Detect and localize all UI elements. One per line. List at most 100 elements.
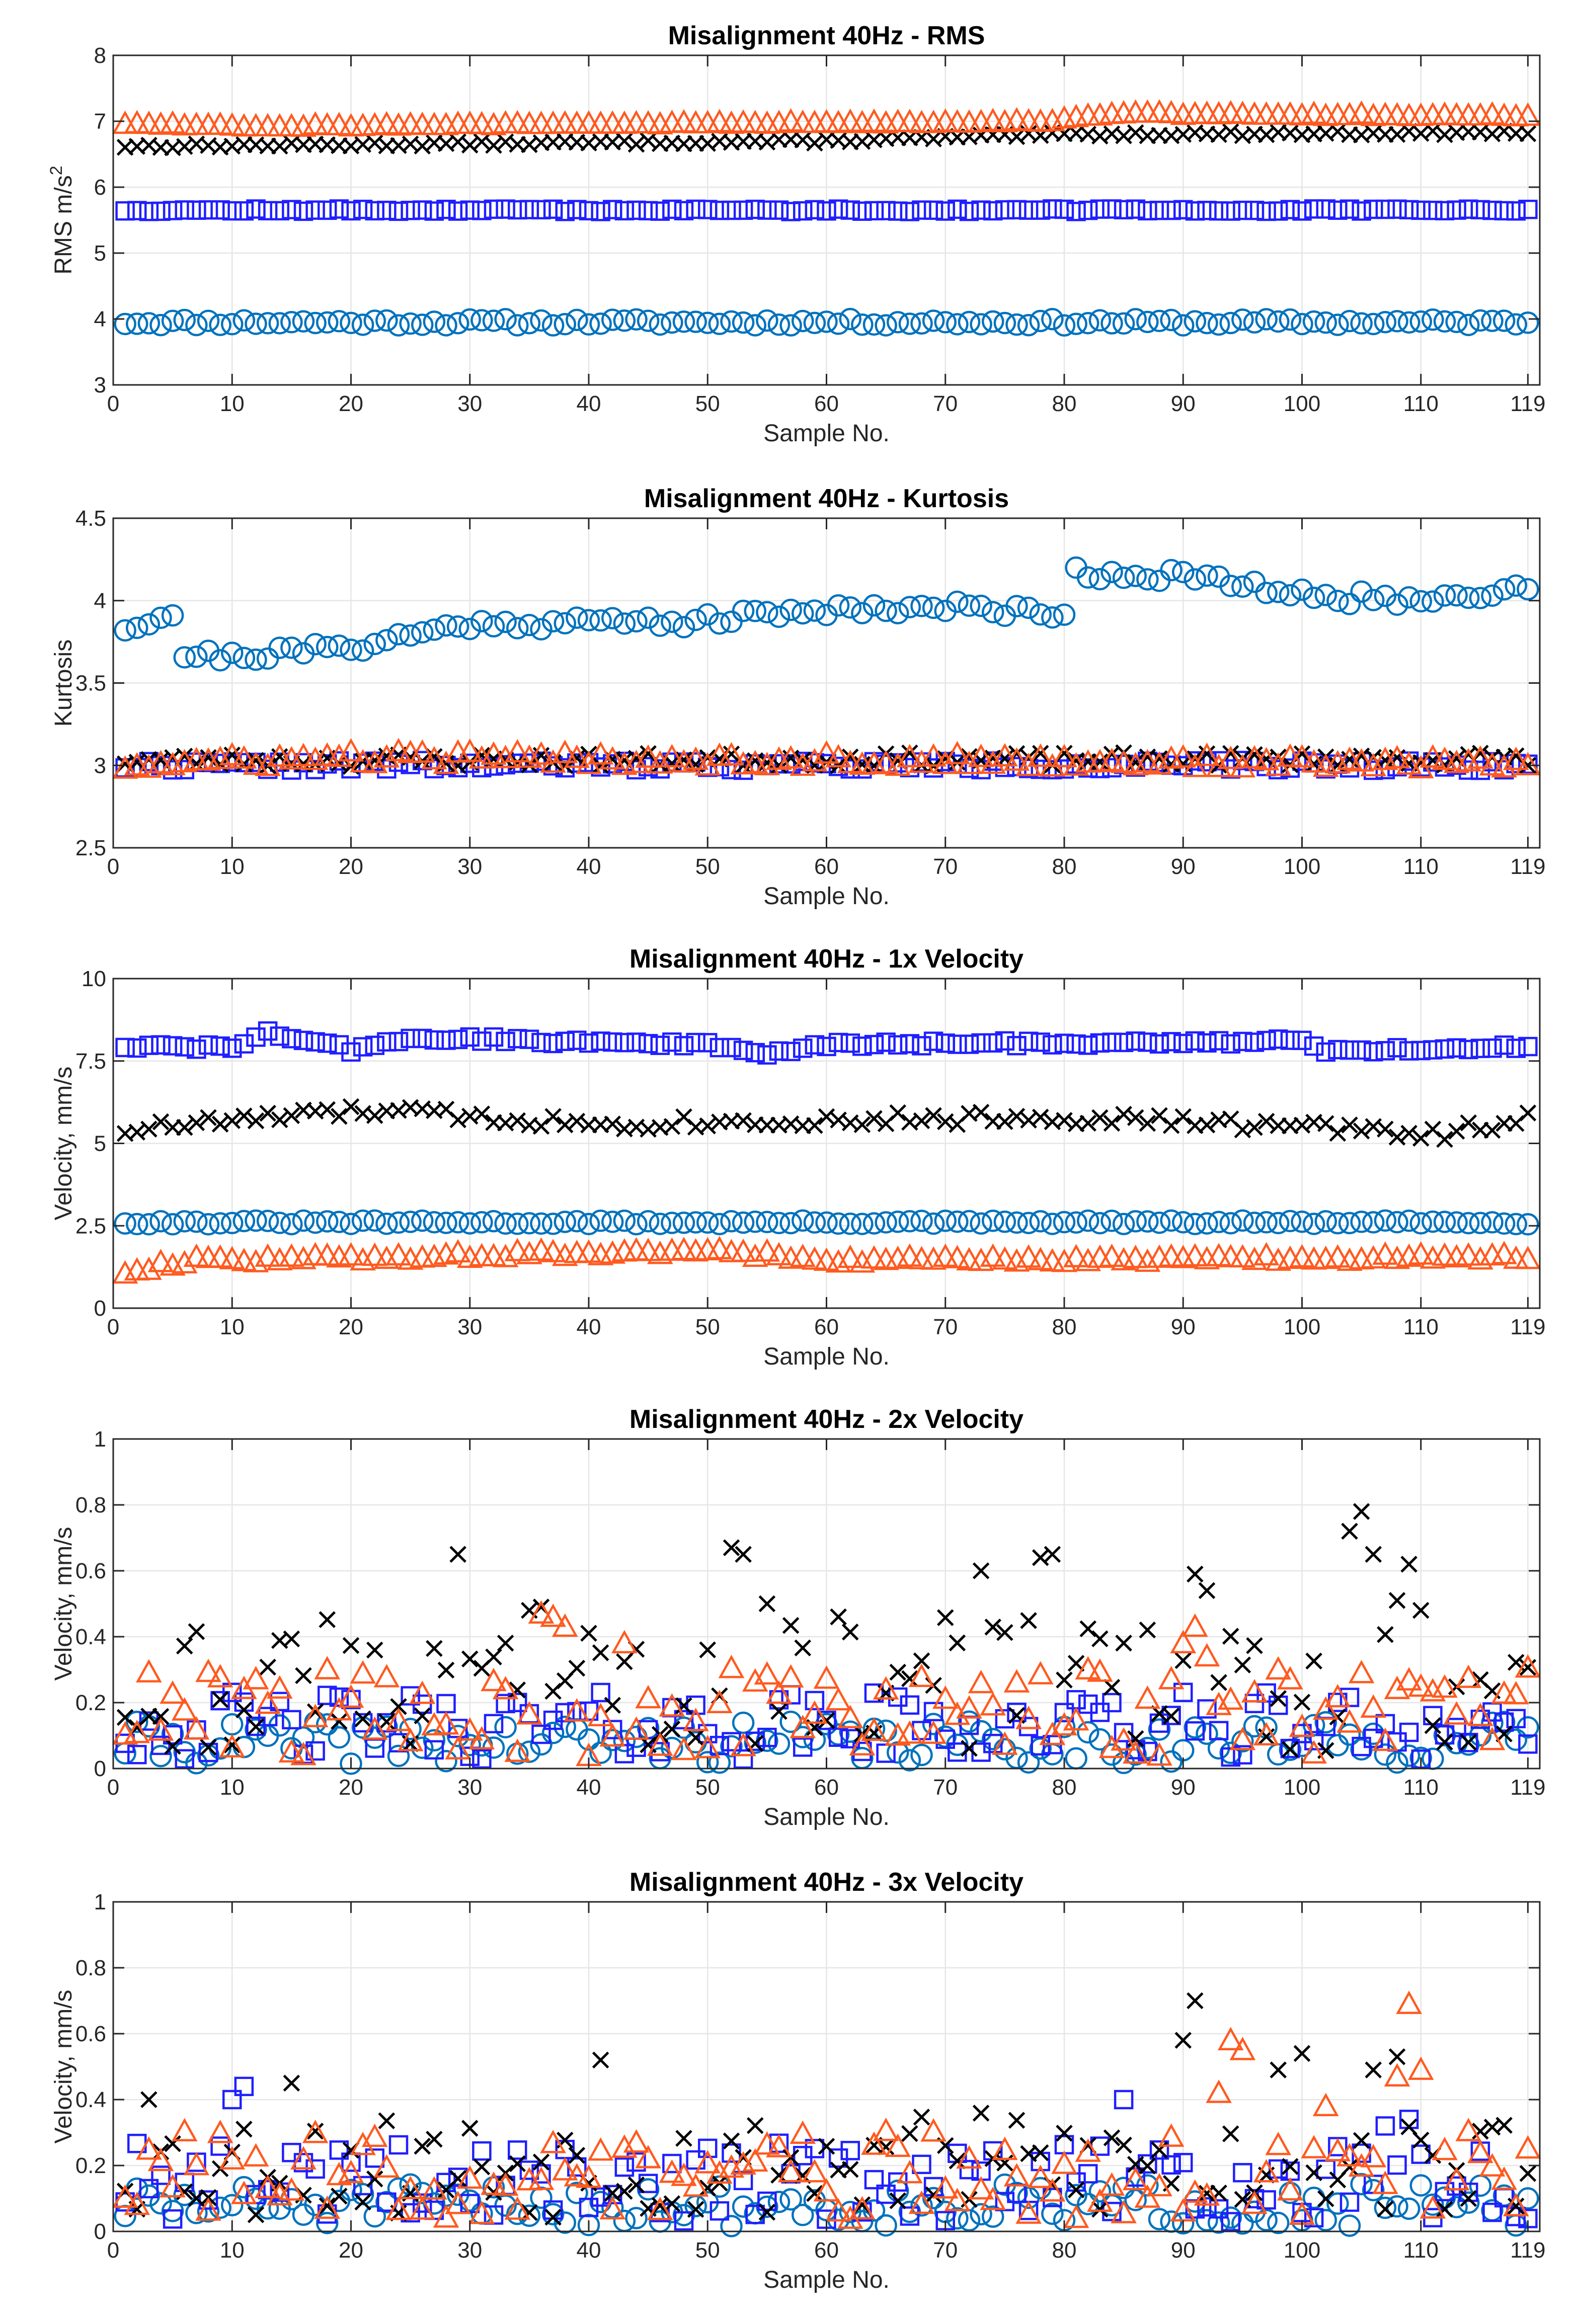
data-point xyxy=(923,200,943,220)
data-point xyxy=(944,1701,971,1725)
data-point xyxy=(1187,1992,1204,2010)
data-point xyxy=(472,2141,492,2161)
data-point xyxy=(767,1732,791,1755)
data-point xyxy=(601,607,624,629)
data-point xyxy=(1445,310,1468,334)
data-point xyxy=(1032,1549,1049,1566)
data-point xyxy=(782,1617,800,1634)
data-point xyxy=(1077,1209,1099,1232)
data-point xyxy=(564,2163,590,2187)
data-point xyxy=(268,636,291,659)
data-point xyxy=(164,1737,181,1755)
data-point xyxy=(970,313,992,336)
data-point xyxy=(458,1212,481,1235)
x-tick-label: 50 xyxy=(695,854,720,879)
x-tick-label: 60 xyxy=(814,854,839,879)
data-point xyxy=(813,2178,840,2202)
data-point xyxy=(280,311,303,334)
data-point xyxy=(1088,1212,1112,1235)
data-point xyxy=(414,2137,431,2155)
data-point xyxy=(175,200,194,220)
data-point xyxy=(980,750,1006,774)
data-point xyxy=(647,750,673,774)
data-point xyxy=(1505,313,1527,336)
data-point xyxy=(1269,1696,1288,1715)
data-point xyxy=(564,1698,590,1722)
data-point xyxy=(730,1733,756,1756)
data-point xyxy=(1246,1637,1263,1654)
data-point xyxy=(841,1623,859,1641)
x-tick-label: 10 xyxy=(220,1315,245,1339)
data-point xyxy=(828,1032,848,1053)
data-point xyxy=(839,1213,861,1235)
data-point xyxy=(920,743,947,767)
data-point xyxy=(1469,1212,1492,1234)
data-point xyxy=(1161,200,1181,220)
y-tick-label: 0.8 xyxy=(75,1493,106,1517)
data-point xyxy=(198,1035,218,1055)
data-point xyxy=(1445,1211,1468,1234)
data-point xyxy=(1222,2125,1239,2142)
data-point xyxy=(662,199,682,219)
data-point xyxy=(366,1107,383,1124)
data-point xyxy=(825,1687,851,1711)
x-tick-label: 100 xyxy=(1284,2238,1320,2263)
data-point xyxy=(519,2160,539,2180)
data-point xyxy=(1243,571,1266,593)
data-point xyxy=(1173,200,1193,220)
data-point xyxy=(1328,1039,1348,1060)
data-point xyxy=(492,2172,519,2196)
data-point xyxy=(1184,1716,1207,1739)
data-point xyxy=(980,1243,1006,1267)
data-point xyxy=(243,2143,269,2167)
data-point xyxy=(1090,1033,1110,1053)
data-point xyxy=(828,1727,848,1747)
data-point xyxy=(1194,1643,1220,1667)
data-point xyxy=(1182,754,1208,777)
data-point xyxy=(638,201,658,220)
data-point xyxy=(922,1212,945,1235)
data-point xyxy=(540,1239,566,1262)
data-point xyxy=(554,2211,576,2234)
data-point xyxy=(516,1701,542,1725)
data-point xyxy=(720,1210,743,1233)
data-point xyxy=(577,1728,600,1751)
data-point xyxy=(247,1718,265,1735)
data-point xyxy=(1098,1734,1125,1758)
data-point xyxy=(1460,2190,1477,2207)
data-point xyxy=(1305,2164,1322,2182)
data-point xyxy=(663,2195,681,2212)
data-point xyxy=(1114,200,1134,220)
data-point xyxy=(124,1720,150,1743)
data-point xyxy=(292,310,315,333)
data-point xyxy=(271,1111,288,1129)
data-point xyxy=(889,2192,907,2209)
data-point xyxy=(934,1210,957,1232)
x-tick-label: 90 xyxy=(1171,2238,1196,2263)
data-point xyxy=(1091,1630,1109,1647)
data-point xyxy=(898,1749,921,1772)
data-point xyxy=(889,1663,907,1681)
data-point xyxy=(385,1242,412,1266)
data-point xyxy=(659,2159,685,2183)
data-point xyxy=(1078,2164,1098,2184)
data-point xyxy=(175,1037,194,1057)
data-point xyxy=(1326,590,1349,612)
data-point xyxy=(625,610,648,633)
data-point xyxy=(1255,1211,1278,1234)
data-point xyxy=(1217,746,1244,769)
data-point xyxy=(1364,1042,1383,1062)
x-tick-label: 80 xyxy=(1052,1775,1077,1800)
data-point xyxy=(468,1726,495,1750)
data-point xyxy=(1360,2144,1387,2168)
data-point xyxy=(682,746,709,770)
data-point xyxy=(1362,312,1385,336)
data-point xyxy=(864,1034,884,1055)
series-circle xyxy=(114,556,1539,672)
data-point xyxy=(350,1247,376,1270)
data-point xyxy=(185,646,208,668)
data-point xyxy=(661,1212,683,1234)
data-point xyxy=(1149,1034,1169,1054)
data-point xyxy=(935,201,955,221)
series-triangle xyxy=(112,1236,1541,1284)
